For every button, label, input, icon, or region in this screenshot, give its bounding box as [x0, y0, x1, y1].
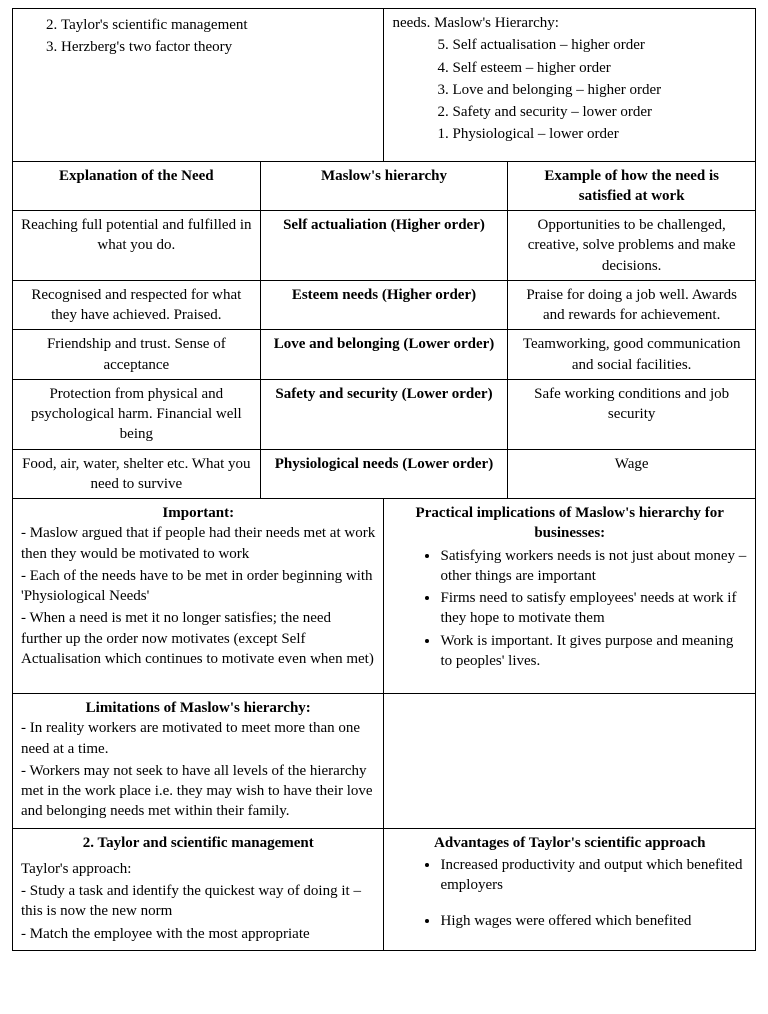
col-header-explanation: Explanation of the Need [13, 161, 261, 211]
table-row: Reaching full potential and fulfilled in… [13, 211, 756, 281]
need-level: Safety and security (Lower order) [260, 379, 508, 449]
important-line: - Maslow argued that if people had their… [21, 523, 375, 564]
practical-list: Satisfying workers needs is not just abo… [392, 546, 747, 672]
hierarchy-intro: needs. Maslow's Hierarchy: [392, 15, 558, 31]
need-example: Safe working conditions and job security [508, 379, 756, 449]
need-example: Wage [508, 449, 756, 499]
important-line: - When a need is met it no longer satisf… [21, 608, 375, 669]
practical-title: Practical implications of Maslow's hiera… [392, 503, 747, 544]
taylor-line: - Match the employee with the most appro… [21, 924, 375, 944]
advantages-bullet: Increased productivity and output which … [440, 855, 747, 896]
col-header-example: Example of how the need is satisfied at … [508, 161, 756, 211]
theory-list: Taylor's scientific management Herzberg'… [21, 15, 375, 58]
taylor-title: 2. Taylor and scientific management [21, 833, 375, 853]
hierarchy-item: Safety and security – lower order [452, 102, 747, 122]
document-table: Taylor's scientific management Herzberg'… [12, 8, 756, 951]
need-example: Praise for doing a job well. Awards and … [508, 280, 756, 330]
advantages-list-2: High wages were offered which benefited [392, 911, 747, 931]
practical-bullet: Firms need to satisfy employees' needs a… [440, 588, 747, 629]
advantages-list: Increased productivity and output which … [392, 855, 747, 896]
need-explain: Recognised and respected for what they h… [13, 280, 261, 330]
limitations-cell: Limitations of Maslow's hierarchy: - In … [13, 694, 384, 829]
important-title: Important: [21, 503, 375, 523]
table-row: Recognised and respected for what they h… [13, 280, 756, 330]
taylor-line: - Study a task and identify the quickest… [21, 881, 375, 922]
table-row: Protection from physical and psychologic… [13, 379, 756, 449]
advantages-cell: Advantages of Taylor's scientific approa… [384, 828, 756, 950]
hierarchy-item: Love and belonging – higher order [452, 80, 747, 100]
need-level: Physiological needs (Lower order) [260, 449, 508, 499]
need-level: Self actualiation (Higher order) [260, 211, 508, 281]
col-header-level: Maslow's hierarchy [260, 161, 508, 211]
top-left-cell: Taylor's scientific management Herzberg'… [13, 9, 384, 162]
need-explain: Protection from physical and psychologic… [13, 379, 261, 449]
hierarchy-item: Self esteem – higher order [452, 58, 747, 78]
need-example: Opportunities to be challenged, creative… [508, 211, 756, 281]
table-row: Friendship and trust. Sense of acceptanc… [13, 330, 756, 380]
theory-item: Taylor's scientific management [61, 15, 375, 35]
need-level: Esteem needs (Higher order) [260, 280, 508, 330]
table-row: Food, air, water, shelter etc. What you … [13, 449, 756, 499]
limitations-line: - Workers may not seek to have all level… [21, 761, 375, 822]
practical-bullet: Work is important. It gives purpose and … [440, 631, 747, 672]
need-level: Love and belonging (Lower order) [260, 330, 508, 380]
taylor-cell: 2. Taylor and scientific management Tayl… [13, 828, 384, 950]
practical-bullet: Satisfying workers needs is not just abo… [440, 546, 747, 587]
limitations-right-empty [384, 694, 756, 829]
hierarchy-list: Self actualisation – higher order Self e… [392, 35, 747, 144]
practical-cell: Practical implications of Maslow's hiera… [384, 499, 756, 694]
advantages-bullet: High wages were offered which benefited [440, 911, 747, 931]
need-example: Teamworking, good communication and soci… [508, 330, 756, 380]
limitations-title: Limitations of Maslow's hierarchy: [21, 698, 375, 718]
need-explain: Food, air, water, shelter etc. What you … [13, 449, 261, 499]
need-explain: Reaching full potential and fulfilled in… [13, 211, 261, 281]
advantages-title: Advantages of Taylor's scientific approa… [392, 833, 747, 853]
top-right-cell: needs. Maslow's Hierarchy: Self actualis… [384, 9, 756, 162]
hierarchy-item: Physiological – lower order [452, 124, 747, 144]
limitations-line: - In reality workers are motivated to me… [21, 718, 375, 759]
need-explain: Friendship and trust. Sense of acceptanc… [13, 330, 261, 380]
important-line: - Each of the needs have to be met in or… [21, 566, 375, 607]
hierarchy-item: Self actualisation – higher order [452, 35, 747, 55]
taylor-approach-label: Taylor's approach: [21, 859, 375, 879]
important-cell: Important: - Maslow argued that if peopl… [13, 499, 384, 694]
theory-item: Herzberg's two factor theory [61, 37, 375, 57]
